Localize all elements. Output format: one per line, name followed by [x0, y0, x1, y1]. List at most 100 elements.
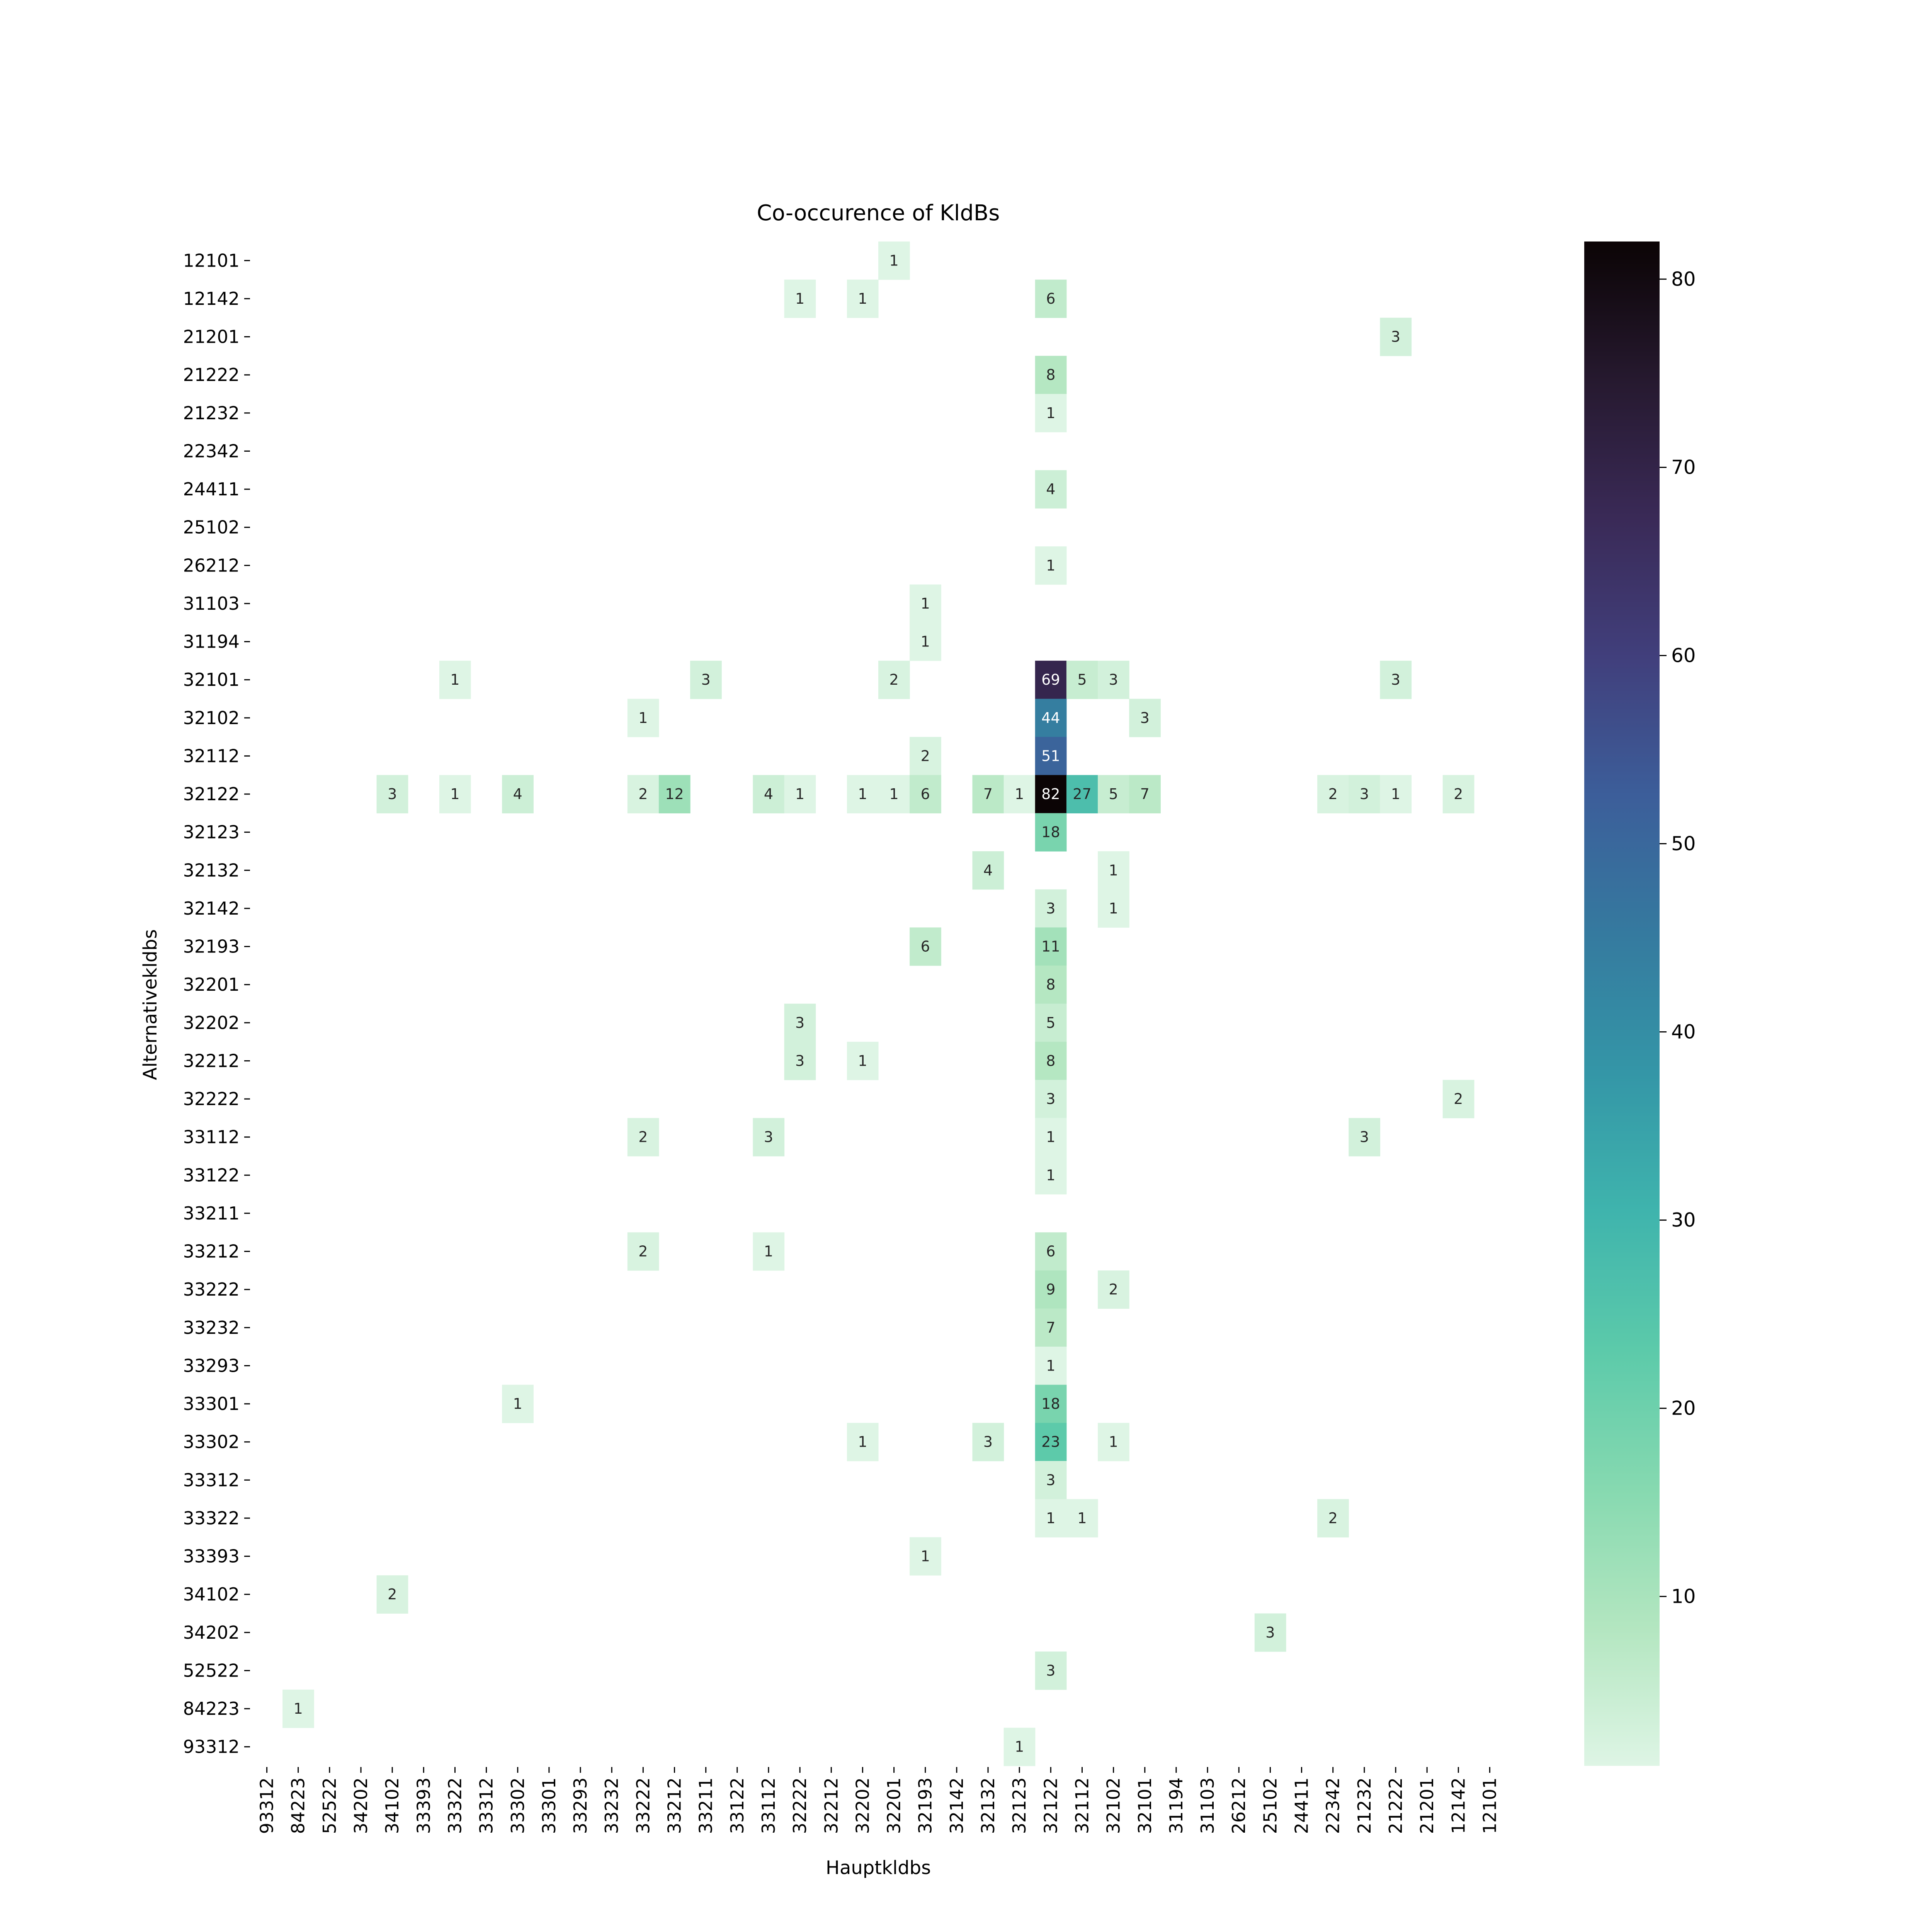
- x-tick-label: 32222: [789, 1777, 810, 1834]
- heatmap-cell: [1442, 1080, 1475, 1118]
- cell-value-label: 3: [701, 671, 711, 688]
- cell-value-label: 1: [921, 1548, 930, 1565]
- heatmap-cell: [1035, 1499, 1067, 1537]
- y-tick-label: 22342: [183, 440, 240, 461]
- y-tick-label: 21222: [183, 364, 240, 385]
- x-tick-label: 33112: [758, 1777, 779, 1834]
- cell-value-label: 1: [858, 290, 867, 307]
- y-tick-label: 33212: [183, 1241, 240, 1262]
- heatmap-cell: [627, 1118, 659, 1156]
- x-tick-label: 26212: [1228, 1777, 1249, 1834]
- x-tick-label: 31103: [1197, 1777, 1218, 1834]
- x-tick-label: 33212: [664, 1777, 685, 1834]
- heatmap-cell: [376, 1575, 408, 1614]
- heatmap-cell: [1035, 927, 1067, 966]
- y-tick-label: 32122: [183, 784, 240, 804]
- x-tick-label: 33211: [696, 1777, 716, 1834]
- cell-value-label: 2: [388, 1586, 397, 1603]
- x-tick-label: 33122: [727, 1777, 748, 1834]
- heatmap-cell: [1349, 1118, 1380, 1156]
- heatmap-cell: [1035, 1384, 1067, 1423]
- x-tick-label: 32142: [946, 1777, 967, 1834]
- heatmap-cell: [439, 660, 471, 699]
- cell-value-label: 2: [638, 786, 648, 803]
- cell-value-label: 2: [1328, 786, 1338, 803]
- heatmap-cell: [753, 1118, 785, 1156]
- cell-value-label: 51: [1041, 747, 1060, 764]
- x-tick-label: 25102: [1260, 1777, 1281, 1834]
- cell-value-label: 3: [1391, 328, 1400, 345]
- cell-value-label: 3: [1109, 671, 1118, 688]
- cell-value-label: 2: [1328, 1510, 1338, 1527]
- x-axis-label: Hauptkldbs: [826, 1857, 931, 1879]
- heatmap-cell: [1035, 1308, 1067, 1347]
- x-tick-label: 32132: [978, 1777, 998, 1834]
- cell-value-label: 6: [921, 938, 930, 955]
- cell-value-label: 1: [858, 1434, 867, 1451]
- y-tick-label: 52522: [183, 1660, 240, 1681]
- y-tick-label: 31103: [183, 593, 240, 614]
- cell-value-label: 1: [1046, 1357, 1055, 1374]
- cell-value-label: 2: [921, 747, 930, 764]
- x-tick-label: 34202: [350, 1777, 371, 1834]
- x-tick-label: 12142: [1448, 1777, 1469, 1834]
- cell-value-label: 1: [1015, 786, 1024, 803]
- heatmap-cell: [1380, 318, 1412, 356]
- heatmap-cell: [910, 775, 941, 813]
- heatmap-cell: [1035, 1347, 1067, 1385]
- cell-value-label: 2: [889, 671, 898, 688]
- colorbar-tick-label: 80: [1671, 268, 1696, 290]
- heatmap-cell: [847, 1423, 879, 1461]
- heatmap-cell: [627, 1232, 659, 1271]
- heatmap-cell: [1035, 813, 1067, 852]
- heatmap-cell: [1098, 1270, 1129, 1309]
- heatmap-cell: [1035, 1461, 1067, 1500]
- heatmap-cell: [690, 660, 722, 699]
- colorbar: 10 20 30 40 50 60 70 80: [1584, 242, 1696, 1766]
- cell-value-label: 5: [1109, 786, 1118, 803]
- cell-value-label: 1: [1015, 1738, 1024, 1755]
- cell-value-label: 3: [795, 1052, 804, 1069]
- heatmap-cell: [910, 737, 941, 776]
- heatmap-cell: [1317, 1499, 1349, 1537]
- heatmap-cell: [1035, 889, 1067, 928]
- y-tick-label: 33293: [183, 1355, 240, 1376]
- heatmap-cell: [784, 1042, 816, 1080]
- heatmap-cell: [910, 584, 941, 623]
- y-tick-label: 32202: [183, 1012, 240, 1033]
- y-tick-label: 32212: [183, 1050, 240, 1071]
- heatmap-cell: [847, 1042, 879, 1080]
- heatmap-cell: [627, 775, 659, 813]
- heatmap-cell: [910, 622, 941, 661]
- cell-value-label: 3: [388, 786, 397, 803]
- y-tick-label: 32102: [183, 707, 240, 728]
- heatmap-cell: [1035, 965, 1067, 1004]
- x-tick-label: 33232: [601, 1777, 622, 1834]
- heatmap-cell: [972, 775, 1004, 813]
- cell-value-label: 3: [1140, 709, 1150, 726]
- cell-value-label: 7: [1046, 1319, 1055, 1336]
- y-tick-label: 33322: [183, 1508, 240, 1529]
- cell-value-label: 1: [1077, 1510, 1087, 1527]
- y-tick-label: 33222: [183, 1279, 240, 1300]
- x-tick-label: 21201: [1417, 1777, 1437, 1834]
- x-tick-label: 32112: [1071, 1777, 1092, 1834]
- cell-value-label: 6: [921, 786, 930, 803]
- y-tick-label: 33112: [183, 1127, 240, 1148]
- chart-title: Co-occurence of KldBs: [757, 201, 1000, 226]
- cell-value-label: 1: [764, 1243, 773, 1260]
- heatmap-cell: [1098, 1423, 1129, 1461]
- cell-value-label: 1: [450, 671, 459, 688]
- x-tick-label: 32202: [852, 1777, 873, 1834]
- cell-value-label: 8: [1046, 976, 1055, 993]
- cell-value-label: 6: [1046, 1243, 1055, 1260]
- heatmap-cell: [847, 775, 879, 813]
- heatmap-cell: [784, 279, 816, 318]
- x-tick-label: 32101: [1134, 1777, 1155, 1834]
- heatmap-cell: [878, 660, 910, 699]
- y-tick-label: 32123: [183, 822, 240, 843]
- heatmap-cell: [1035, 355, 1067, 395]
- cell-value-label: 1: [889, 252, 898, 269]
- heatmap-cell: [1035, 470, 1067, 509]
